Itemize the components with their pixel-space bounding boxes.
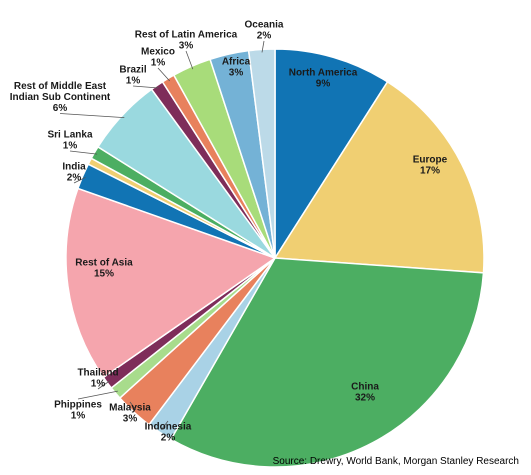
leader-line <box>161 420 169 431</box>
slice-label: China 32% <box>351 382 379 404</box>
slice-label: Malaysia 3% <box>109 403 151 425</box>
leader-line <box>129 401 137 411</box>
slice-label: Sri Lanka 1% <box>47 130 92 152</box>
leader-line <box>73 176 86 184</box>
pie-slice-europe <box>273 80 485 274</box>
leader-line <box>261 40 265 53</box>
slice-labels: North America 9% Europe 17% China 32% Indonesi… <box>10 20 448 444</box>
pie-slice-china <box>169 257 485 468</box>
slice-label: Phippines 1% <box>54 400 102 422</box>
slice-label: Rest of Middle East Indian Sub Continent 6… <box>10 81 111 114</box>
slice-label: Rest of Latin America 3% <box>135 30 238 52</box>
leader-line <box>132 85 159 89</box>
leader-line <box>157 67 170 82</box>
slice-label: Indonesia 2% <box>145 422 192 444</box>
leader-line <box>97 380 110 390</box>
slice-label: Thailand 1% <box>77 368 118 390</box>
leader-line <box>59 113 125 118</box>
leader-line <box>77 390 118 400</box>
slice-label: Oceania 2% <box>245 20 284 42</box>
pie-slice-north-america <box>274 48 389 261</box>
leader-line <box>185 50 194 70</box>
slice-label: Rest of Asia 15% <box>75 258 133 280</box>
slice-label: Mexico 1% <box>141 47 175 69</box>
leader-lines <box>59 40 265 431</box>
source-note: Source: Drewry, World Bank, Morgan Stanl… <box>272 456 519 467</box>
pie-slices <box>65 48 485 468</box>
leader-line <box>69 150 98 155</box>
pie-slice-rest-of-asia <box>65 187 277 379</box>
slice-label: Africa 3% <box>222 57 251 79</box>
slice-label: Brazil 1% <box>119 65 146 87</box>
slice-label: North America 9% <box>289 68 358 90</box>
pie-slice-oceania <box>247 48 276 259</box>
slice-label: India 2% <box>62 162 86 184</box>
slice-label: Europe 17% <box>413 155 448 177</box>
